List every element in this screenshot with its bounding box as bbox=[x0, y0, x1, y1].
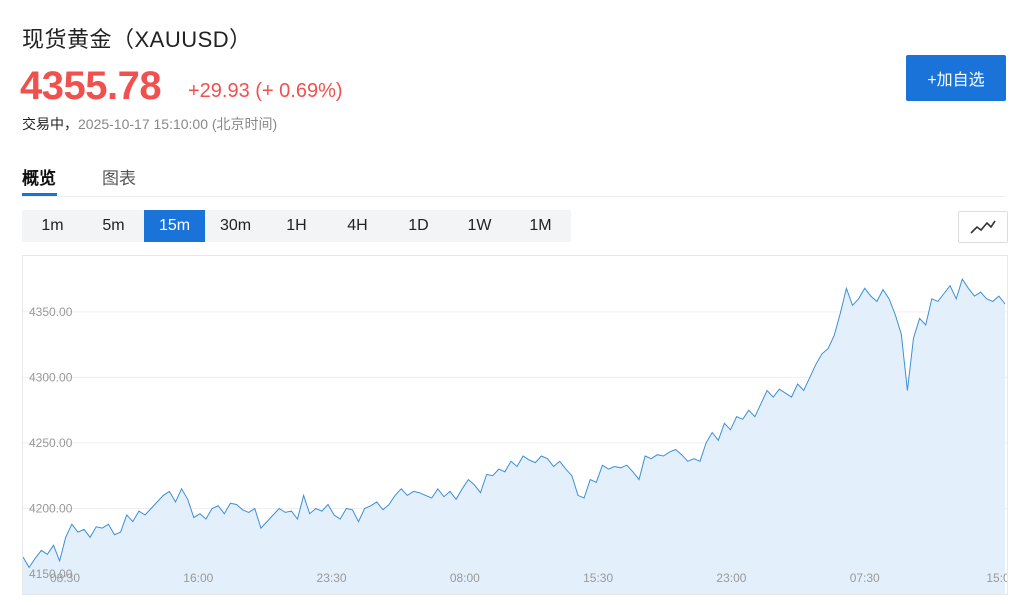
price-area bbox=[23, 279, 1005, 594]
interval-15m[interactable]: 15m bbox=[144, 210, 205, 242]
instrument-title: 现货黄金（XAUUSD） bbox=[22, 27, 252, 52]
interval-30m[interactable]: 30m bbox=[219, 217, 252, 234]
tab-bar: 概览 图表 bbox=[22, 160, 1006, 197]
x-tick-label: 15:30 bbox=[583, 571, 613, 585]
interval-4h[interactable]: 4H bbox=[347, 217, 368, 234]
x-tick-label: 08:00 bbox=[450, 571, 480, 585]
interval-1h[interactable]: 1H bbox=[286, 217, 307, 234]
interval-1m[interactable]: 1m bbox=[41, 217, 64, 234]
price-change: +29.93 (+ 0.69%) bbox=[188, 80, 343, 102]
price-chart[interactable]: 4150.00 4200.00 4250.00 4300.00 4350.00 08:3… bbox=[22, 255, 1010, 595]
y-tick-label: 4300.00 bbox=[29, 370, 73, 384]
trading-status: 交易中，2025-10-17 15:10:00 (北京时间) bbox=[22, 114, 277, 134]
tab-overview[interactable]: 概览 bbox=[22, 169, 56, 188]
x-tick-label: 15:0 bbox=[986, 571, 1007, 585]
x-tick-label: 16:00 bbox=[183, 571, 213, 585]
line-chart-icon bbox=[970, 220, 996, 234]
interval-1mo[interactable]: 1M bbox=[529, 217, 552, 234]
interval-5m[interactable]: 5m bbox=[102, 217, 125, 234]
current-price: 4355.78 bbox=[20, 64, 162, 108]
y-tick-label: 4350.00 bbox=[29, 305, 73, 319]
active-tab-indicator bbox=[22, 193, 57, 196]
interval-1w[interactable]: 1W bbox=[467, 217, 492, 234]
x-tick-label: 23:30 bbox=[317, 571, 347, 585]
chart-type-button[interactable] bbox=[958, 211, 1008, 243]
x-tick-label: 23:00 bbox=[716, 571, 746, 585]
price-chart-svg: 4150.00 4200.00 4250.00 4300.00 4350.00 08:3… bbox=[22, 277, 1010, 594]
y-tick-label: 4150.00 bbox=[29, 567, 73, 581]
y-tick-label: 4200.00 bbox=[29, 501, 73, 515]
x-tick-label: 08:30 bbox=[50, 571, 80, 585]
tab-chart[interactable]: 图表 bbox=[102, 169, 136, 188]
status-label: 交易中， bbox=[22, 116, 78, 132]
x-tick-label: 07:30 bbox=[850, 571, 880, 585]
quote-timestamp: 2025-10-17 15:10:00 (北京时间) bbox=[78, 116, 278, 132]
price-line bbox=[22, 277, 1006, 569]
add-to-watchlist-button[interactable]: +加自选 bbox=[906, 55, 1006, 101]
interval-selector: 1m 5m 15m 30m 1H 4H 1D 1W 1M bbox=[22, 210, 571, 242]
interval-1d[interactable]: 1D bbox=[408, 217, 429, 234]
y-tick-label: 4250.00 bbox=[29, 436, 73, 450]
